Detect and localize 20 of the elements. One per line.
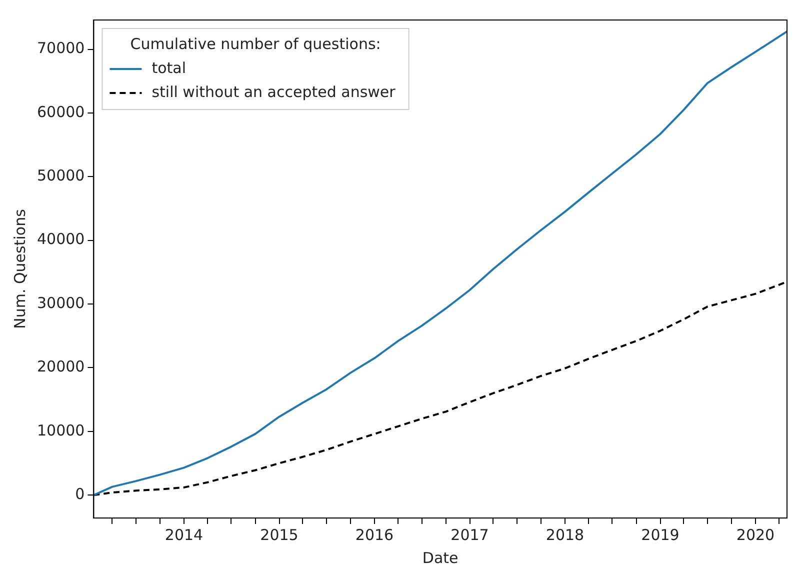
y-tick-label: 30000 [37,294,85,312]
x-tick-label: 2019 [641,526,680,544]
x-tick-label: 2018 [546,526,584,544]
legend-label: still without an accepted answer [152,82,396,101]
legend-title: Cumulative number of questions: [130,34,381,53]
x-tick-label: 2017 [450,526,489,544]
x-tick-label: 2015 [260,526,298,544]
y-tick-label: 70000 [37,39,85,58]
y-tick-label: 60000 [37,102,85,121]
y-tick-label: 40000 [37,230,85,248]
x-axis-title: Date [422,548,458,567]
x-tick-label: 2016 [355,526,394,544]
y-axis-title: Num. Questions [10,208,29,329]
y-tick-label: 0 [75,484,85,503]
x-tick-label: 2020 [736,526,775,544]
legend-label: total [152,58,186,77]
x-tick-label: 2014 [164,526,204,544]
y-tick-label: 10000 [37,421,85,440]
y-tick-label: 50000 [37,166,85,185]
y-tick-label: 20000 [37,358,85,376]
